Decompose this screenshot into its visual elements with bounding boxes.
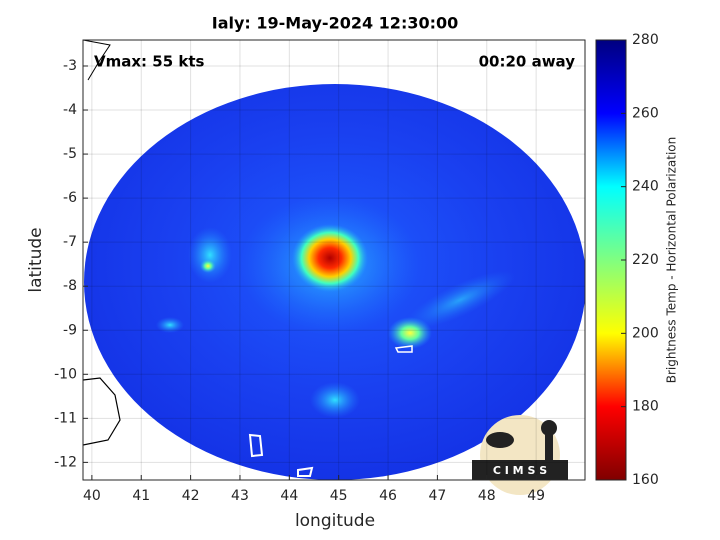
y-tick-label: -6 <box>63 190 77 206</box>
annotation: Vmax: 55 kts <box>94 53 204 71</box>
x-tick-label: 40 <box>83 488 101 504</box>
colorbar-tick-label: 220 <box>632 252 659 268</box>
y-tick-label: -11 <box>54 410 77 426</box>
y-tick-label: -4 <box>63 102 77 118</box>
x-tick-label: 47 <box>428 488 446 504</box>
chart-title: Ialy: 19-May-2024 12:30:00 <box>212 14 459 33</box>
brightness-image <box>83 40 585 480</box>
colorbar-tick-label: 260 <box>632 105 659 121</box>
x-tick-label: 42 <box>182 488 200 504</box>
colorbar-tick-label: 280 <box>632 32 659 48</box>
cimss-logo: C I M S S <box>472 415 568 495</box>
x-tick-label: 48 <box>478 488 496 504</box>
annotation: 00:20 away <box>479 53 576 71</box>
x-tick-label: 46 <box>379 488 397 504</box>
y-tick-label: -8 <box>63 278 77 294</box>
x-tick-label: 43 <box>231 488 249 504</box>
logo-text: C I M S S <box>493 464 547 477</box>
plot-frame <box>82 39 586 481</box>
y-tick-label: -3 <box>63 58 77 74</box>
y-tick-label: -7 <box>63 234 77 250</box>
colorbar-tick-label: 160 <box>632 472 659 488</box>
x-tick-label: 45 <box>330 488 348 504</box>
y-axis-label: latitude <box>26 227 46 292</box>
colorbar-label: Brightness Temp - Horizontal Polarizatio… <box>665 137 679 384</box>
colorbar-tick-label: 240 <box>632 179 659 195</box>
x-tick-label: 41 <box>132 488 150 504</box>
x-tick-label: 49 <box>527 488 545 504</box>
y-tick-label: -5 <box>63 146 77 162</box>
x-axis-label: longitude <box>295 511 375 531</box>
colorbar-tick-label: 200 <box>632 325 659 341</box>
y-tick-label: -9 <box>63 322 77 338</box>
x-tick-label: 44 <box>280 488 298 504</box>
y-tick-label: -10 <box>54 366 77 382</box>
colorbar-tick-label: 180 <box>632 399 659 415</box>
y-tick-label: -12 <box>54 454 77 470</box>
